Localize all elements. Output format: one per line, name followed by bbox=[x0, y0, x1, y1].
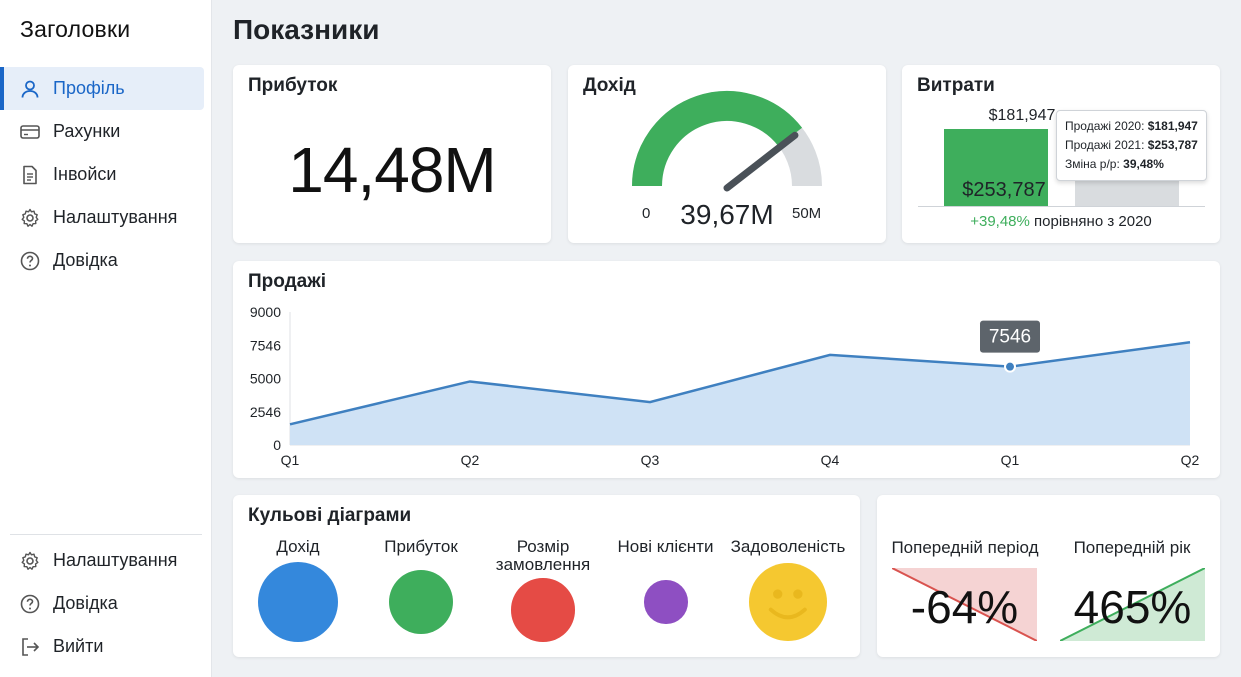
sidebar-item-settings-bottom[interactable]: Налаштування bbox=[0, 539, 212, 582]
help-icon bbox=[20, 594, 40, 614]
x-tick-label: Q2 bbox=[461, 452, 480, 468]
sidebar-item-label: Налаштування bbox=[53, 207, 178, 227]
sidebar-item-label: Довідка bbox=[53, 250, 118, 270]
point-tooltip-value: 7546 bbox=[989, 327, 1031, 348]
compare-card: Попередній період -64% Попередній рік 46… bbox=[877, 495, 1220, 657]
bar-2021[interactable] bbox=[944, 129, 1048, 206]
sidebar-item-accounts[interactable]: Рахунки bbox=[0, 110, 212, 153]
y-tick-label: 2546 bbox=[250, 404, 281, 420]
bubble-label-profit: Прибуток bbox=[384, 537, 458, 556]
sidebar-item-help[interactable]: Довідка bbox=[0, 239, 212, 282]
profit-card: Прибуток 14,48M bbox=[233, 65, 551, 243]
sales-area bbox=[290, 342, 1190, 445]
sidebar-item-invoices[interactable]: Інвойси bbox=[0, 153, 212, 196]
gauge-fill bbox=[632, 91, 803, 187]
highlight-point bbox=[1004, 360, 1016, 373]
income-card: Дохід 0 39,67M 50M bbox=[568, 65, 886, 243]
bubble-label-satisfaction: Задоволеність bbox=[730, 537, 846, 556]
sidebar-nav: Профіль Рахунки Інвойси Налаштування Дов… bbox=[0, 67, 212, 282]
bubble-label-order-size: Розмір замовлення bbox=[495, 537, 591, 574]
y-tick-label: 7546 bbox=[250, 337, 281, 353]
bubble-new-clients[interactable] bbox=[644, 580, 688, 624]
profit-title: Прибуток bbox=[248, 75, 338, 96]
bubble-label-income: Дохід bbox=[276, 537, 320, 556]
income-gauge bbox=[632, 91, 822, 192]
gauge-needle bbox=[723, 131, 799, 192]
logout-icon bbox=[20, 637, 40, 657]
bubble-income[interactable] bbox=[258, 562, 338, 642]
trend-up-icon bbox=[1060, 568, 1205, 641]
income-title: Дохід bbox=[583, 75, 636, 96]
x-tick-label: Q1 bbox=[1001, 452, 1020, 468]
tooltip-value: $253,787 bbox=[1147, 138, 1198, 152]
bar-baseline bbox=[918, 206, 1205, 207]
profit-value: 14,48M bbox=[288, 134, 496, 206]
expenses-title: Витрати bbox=[917, 75, 995, 96]
x-tick-label: Q1 bbox=[281, 452, 300, 468]
bar-value-label: $253,787 bbox=[962, 179, 1046, 201]
help-icon bbox=[20, 251, 40, 271]
expenses-tooltip: Продажі 2020: $181,947 Продажі 2021: $25… bbox=[1056, 110, 1207, 181]
sidebar-divider bbox=[10, 534, 202, 535]
y-tick-label: 0 bbox=[273, 437, 281, 453]
sidebar-item-settings[interactable]: Налаштування bbox=[0, 196, 212, 239]
prev-period-label: Попередній період bbox=[891, 538, 1039, 557]
user-icon bbox=[20, 79, 40, 99]
sidebar-item-label: Вийти bbox=[53, 636, 104, 656]
sales-card: Продажі 9000 7546 5000 2546 0 Q1 Q2 Q3 Q4 Q1 Q2 754… bbox=[233, 261, 1220, 478]
bubbles-card: Кульові діаграми Дохід Прибуток Розмір з… bbox=[233, 495, 860, 657]
bubble-satisfaction[interactable] bbox=[749, 563, 827, 641]
expenses-comparison: +39,48% порівняно з 2020 bbox=[902, 213, 1220, 230]
bubbles-title: Кульові діаграми bbox=[248, 505, 412, 526]
gauge-max-label: 50M bbox=[792, 205, 822, 222]
sidebar-item-label: Профіль bbox=[53, 78, 125, 98]
point-tooltip bbox=[980, 320, 1040, 353]
bubble-order-size[interactable] bbox=[511, 578, 575, 642]
prev-period-value: -64% bbox=[910, 581, 1019, 633]
prev-year-label: Попередній рік bbox=[1073, 538, 1191, 557]
sales-title: Продажі bbox=[248, 271, 326, 292]
gear-icon bbox=[20, 551, 40, 571]
prev-year-box: 465% bbox=[1060, 568, 1205, 641]
document-icon bbox=[20, 165, 40, 185]
expenses-comparison-text: порівняно з 2020 bbox=[1034, 213, 1152, 230]
sidebar: Заголовки Профіль Рахунки Інвойси Налашт… bbox=[0, 0, 212, 677]
x-tick-label: Q4 bbox=[821, 452, 840, 468]
expenses-change: +39,48% bbox=[970, 213, 1030, 230]
gear-icon bbox=[20, 208, 40, 228]
tooltip-label: Зміна р/р: bbox=[1065, 157, 1120, 171]
sidebar-title: Заголовки bbox=[20, 16, 131, 42]
y-tick-label: 5000 bbox=[250, 371, 281, 387]
tooltip-label: Продажі 2021: bbox=[1065, 138, 1145, 152]
prev-period-box: -64% bbox=[892, 568, 1037, 641]
sidebar-bottom-nav: Налаштування Довідка Вийти bbox=[0, 539, 212, 668]
bar-top-label: $181,947 bbox=[988, 107, 1056, 124]
sidebar-item-logout[interactable]: Вийти bbox=[0, 625, 212, 668]
y-tick-label: 9000 bbox=[250, 304, 281, 320]
x-tick-label: Q2 bbox=[1181, 452, 1200, 468]
x-tick-label: Q3 bbox=[641, 452, 660, 468]
sidebar-item-help-bottom[interactable]: Довідка bbox=[0, 582, 212, 625]
bubble-label-new-clients: Нові клієнти bbox=[617, 537, 714, 556]
gauge-value: 39,67M bbox=[680, 199, 774, 230]
sidebar-item-label: Довідка bbox=[53, 593, 118, 613]
tooltip-label: Продажі 2020: bbox=[1065, 119, 1145, 133]
trend-down-icon bbox=[892, 568, 1037, 641]
page-title: Показники bbox=[233, 14, 380, 45]
bubble-profit[interactable] bbox=[388, 569, 454, 635]
sales-line bbox=[289, 341, 1191, 426]
gauge-min-label: 0 bbox=[642, 205, 651, 222]
sidebar-item-label: Інвойси bbox=[53, 164, 117, 184]
smiley-face-icon bbox=[768, 589, 807, 620]
expenses-card: Витрати $181,947 $253,787 +39,48% порівн… bbox=[902, 65, 1220, 243]
credit-card-icon bbox=[20, 122, 40, 142]
sidebar-item-label: Рахунки bbox=[53, 121, 121, 141]
prev-year-value: 465% bbox=[1073, 581, 1192, 633]
sidebar-item-label: Налаштування bbox=[53, 550, 178, 570]
sidebar-item-profile[interactable]: Профіль bbox=[0, 67, 204, 110]
tooltip-value: 39,48% bbox=[1123, 157, 1164, 171]
tooltip-value: $181,947 bbox=[1147, 119, 1198, 133]
